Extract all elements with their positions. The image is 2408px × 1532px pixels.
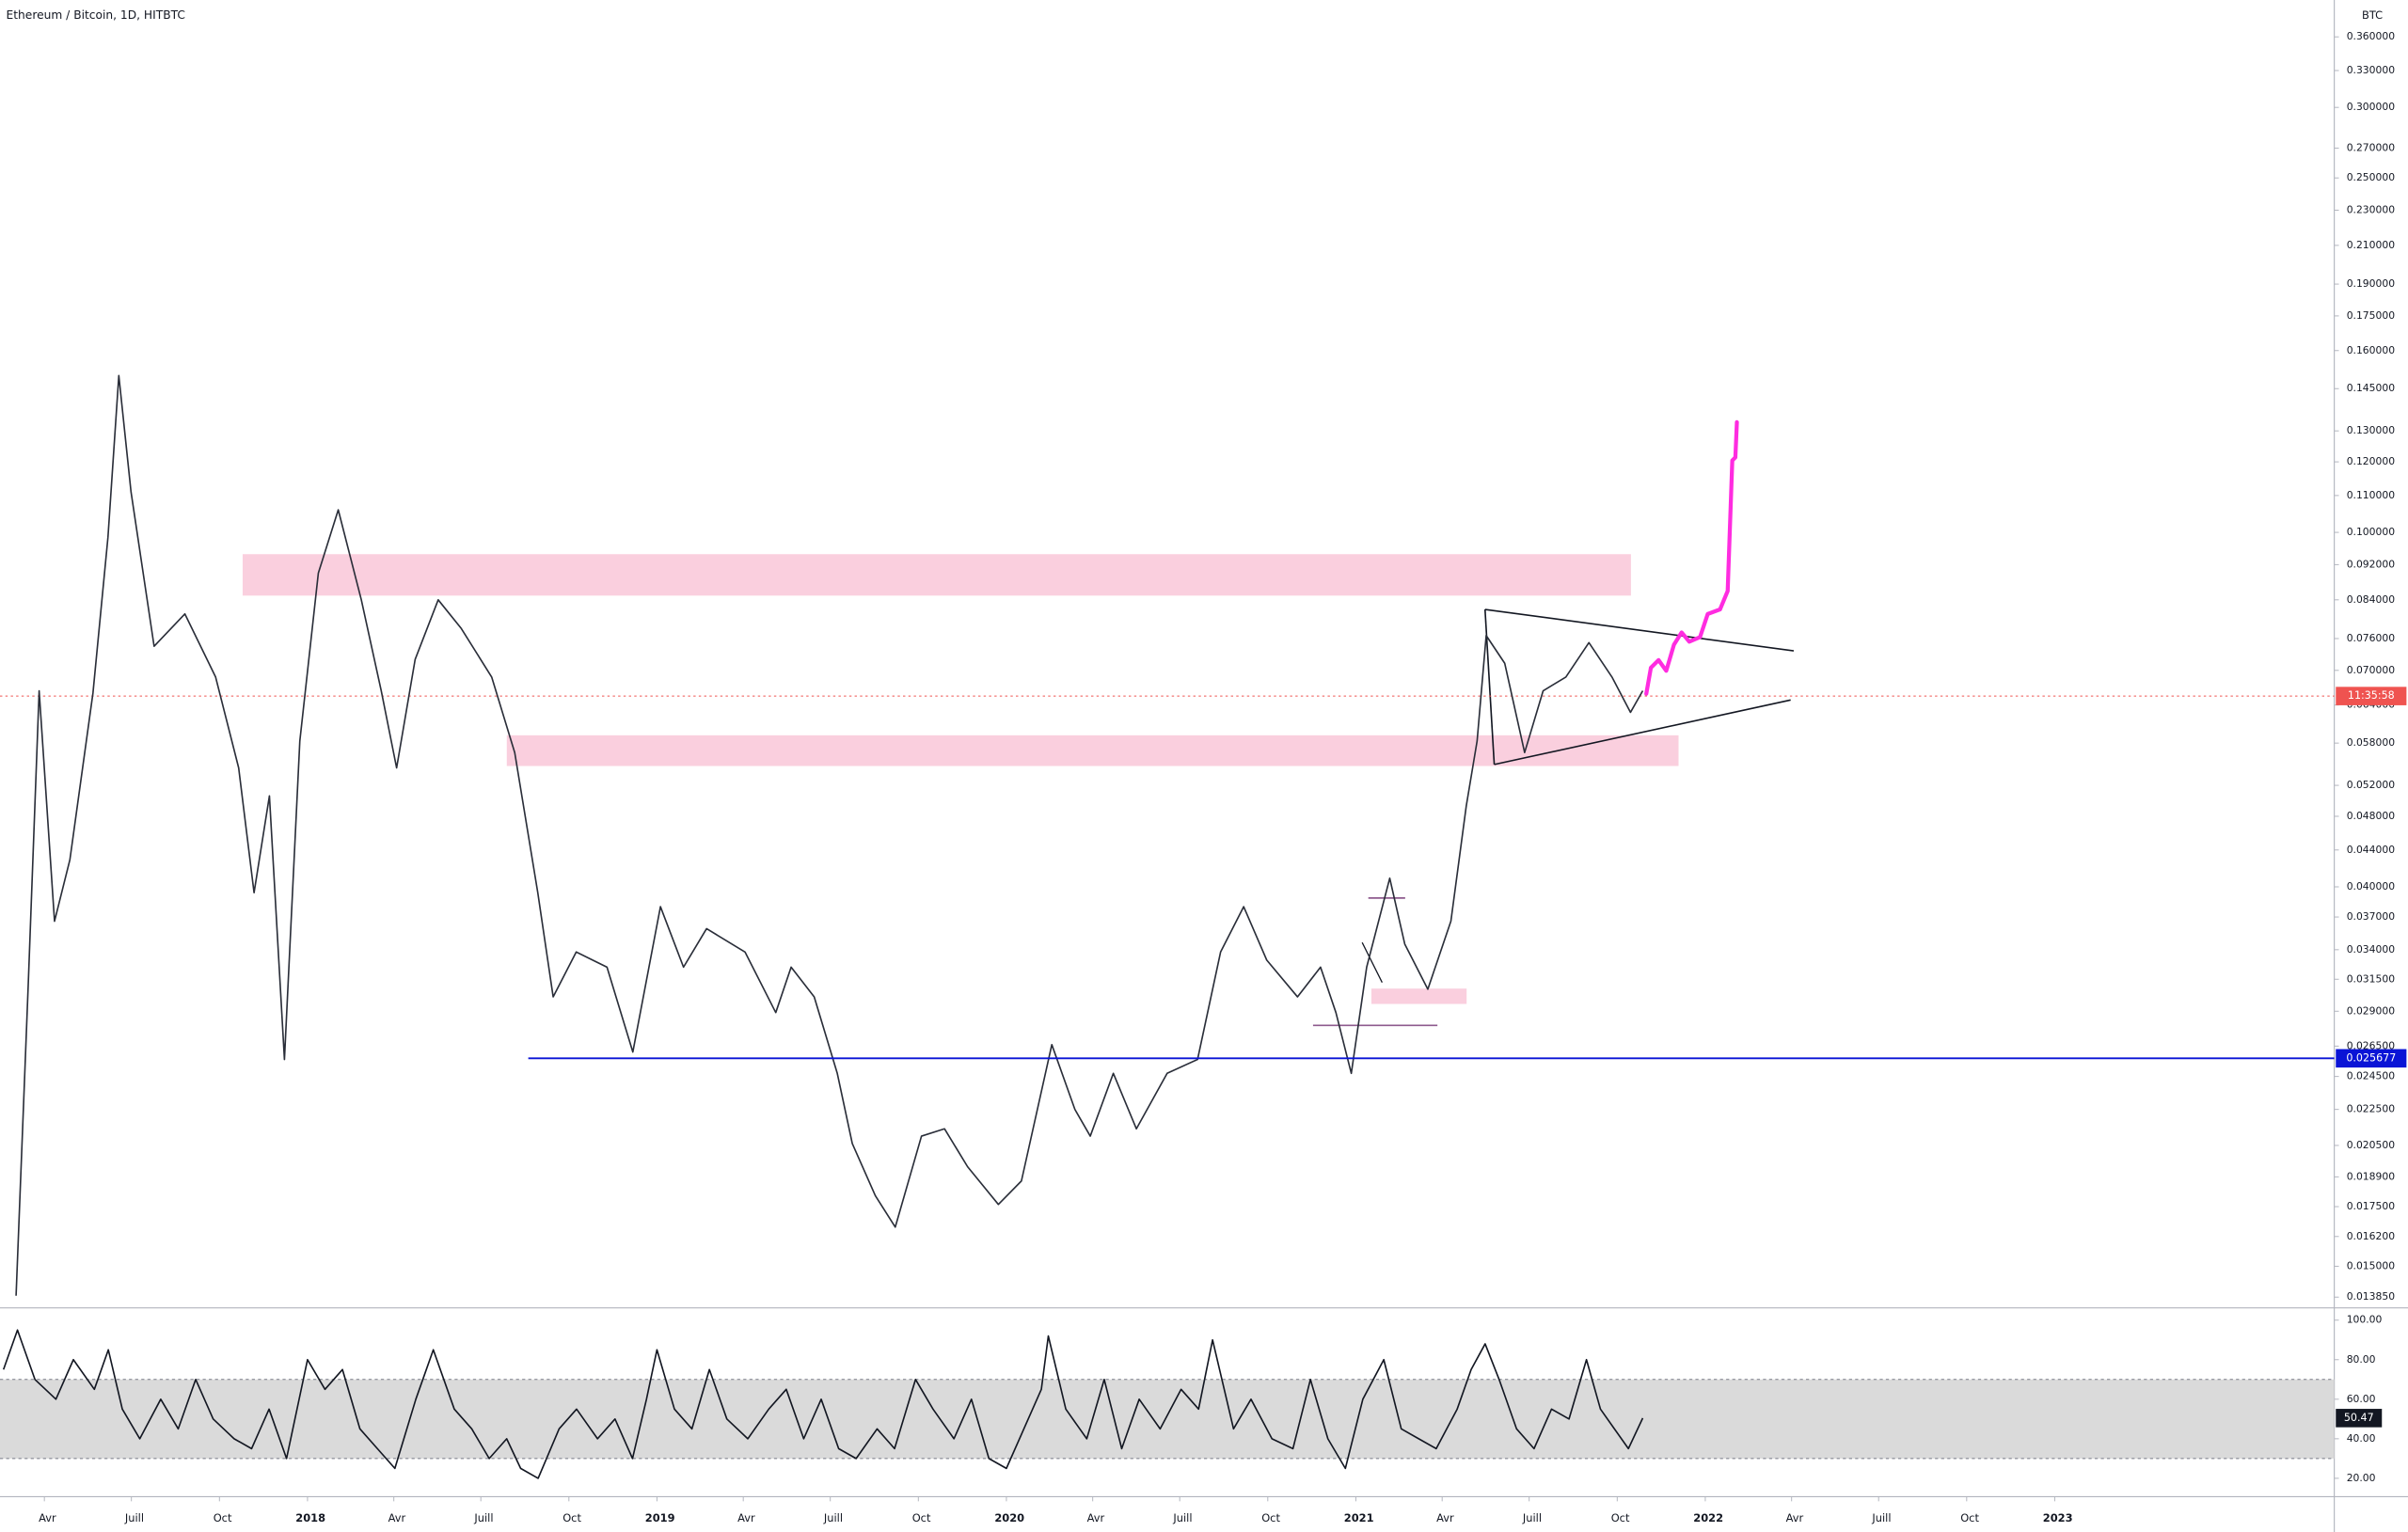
y-tick-label: 0.040000 [2347, 880, 2396, 892]
x-tick-label: Oct [1611, 1511, 1630, 1524]
y-tick-label: 0.270000 [2347, 142, 2396, 154]
x-tick-label: Oct [214, 1511, 232, 1524]
x-tick-label: 2023 [2043, 1511, 2073, 1524]
y-tick-label: 0.360000 [2347, 30, 2396, 42]
x-tick-label: Juill [473, 1511, 493, 1524]
countdown-box [2336, 687, 2407, 705]
y-tick-label: 40.00 [2347, 1432, 2376, 1445]
y-tick-label: 0.013850 [2347, 1290, 2396, 1303]
drawings [242, 419, 1795, 1027]
triangle-upper [1484, 608, 1795, 652]
y-tick-label: 0.084000 [2347, 593, 2396, 606]
y-tick-label: 0.145000 [2347, 382, 2396, 394]
y-tick-label: 0.024500 [2347, 1070, 2396, 1082]
support-label-box [2336, 1049, 2407, 1068]
y-tick-label: 0.018900 [2347, 1170, 2396, 1182]
zone [1370, 988, 1467, 1004]
x-tick-label: Juill [823, 1511, 843, 1524]
y-tick-label: 100.00 [2347, 1314, 2383, 1326]
x-tick-label: Avr [1436, 1511, 1454, 1524]
y-tick-label: 0.044000 [2347, 844, 2396, 856]
x-tick-label: 2022 [1693, 1511, 1723, 1524]
x-tick-label: Oct [1960, 1511, 1979, 1524]
x-tick-label: Juill [1522, 1511, 1542, 1524]
y-tick-label: 0.100000 [2347, 526, 2396, 538]
unit-label: BTC [2362, 8, 2383, 22]
x-tick-label: Juill [1172, 1511, 1192, 1524]
zone [506, 734, 1679, 766]
y-tick-label: 0.130000 [2347, 424, 2396, 436]
y-tick-label: 0.058000 [2347, 736, 2396, 749]
x-tick-label: 2020 [994, 1511, 1024, 1524]
x-tick-label: Avr [737, 1511, 755, 1524]
last-value-label: 50.47 [2344, 1412, 2374, 1424]
series-line [15, 374, 1644, 1296]
projection [1644, 419, 1739, 696]
y-tick-label: 0.015000 [2347, 1259, 2396, 1271]
x-tick-label: Oct [912, 1511, 931, 1524]
last-value-box [2336, 1409, 2383, 1428]
countdown: 11:35:58 [2348, 689, 2395, 702]
series-line [2, 1329, 1644, 1479]
x-tick-label: Juill [124, 1511, 144, 1524]
y-tick-label: 0.230000 [2347, 203, 2396, 215]
y-tick-label: 0.076000 [2347, 632, 2396, 644]
x-tick-label: 2019 [645, 1511, 675, 1524]
y-tick-label: 0.092000 [2347, 558, 2396, 570]
x-tick-label: Avr [1786, 1511, 1804, 1524]
y-tick-label: 60.00 [2347, 1393, 2376, 1405]
support-label: 0.025677 [2346, 1051, 2396, 1064]
x-tick-label: Oct [562, 1511, 581, 1524]
y-tick-label: 0.048000 [2347, 810, 2396, 822]
y-tick-label: 80.00 [2347, 1353, 2376, 1366]
y-tick-label: 0.020500 [2347, 1139, 2396, 1151]
y-tick-label: 0.052000 [2347, 779, 2396, 791]
trend-line [1361, 941, 1383, 983]
y-tick-label: 0.110000 [2347, 489, 2396, 501]
y-tick-label: 20.00 [2347, 1472, 2376, 1484]
rsi-band [0, 1379, 2335, 1459]
y-tick-label: 0.031500 [2347, 972, 2396, 985]
x-tick-label: Avr [388, 1511, 406, 1524]
y-tick-label: 0.017500 [2347, 1200, 2396, 1212]
chart-title: Ethereum / Bitcoin, 1D, HITBTC [7, 8, 185, 22]
y-tick-label: 0.016200 [2347, 1230, 2396, 1242]
x-tick-label: 2018 [295, 1511, 325, 1524]
triangle-lower [1494, 699, 1791, 766]
y-tick-label: 0.175000 [2347, 309, 2396, 322]
x-tick-label: Oct [1261, 1511, 1280, 1524]
x-tick-label: Avr [39, 1511, 56, 1524]
y-tick-label: 0.029000 [2347, 1004, 2396, 1017]
x-tick-label: Juill [1871, 1511, 1891, 1524]
y-tick-label: 0.022500 [2347, 1103, 2396, 1115]
y-tick-label: 0.210000 [2347, 239, 2396, 251]
x-tick-label: Avr [1087, 1511, 1105, 1524]
y-tick-label: 0.160000 [2347, 344, 2396, 356]
y-tick-label: 0.300000 [2347, 101, 2396, 113]
y-tick-label: 0.037000 [2347, 910, 2396, 923]
y-tick-label: 0.330000 [2347, 64, 2396, 76]
y-tick-label: 0.120000 [2347, 455, 2396, 467]
y-tick-label: 0.070000 [2347, 664, 2396, 676]
x-tick-label: 2021 [1344, 1511, 1374, 1524]
y-tick-label: 0.026500 [2347, 1039, 2396, 1051]
zone [242, 554, 1631, 596]
y-tick-label: 0.190000 [2347, 277, 2396, 290]
y-tick-label: 0.034000 [2347, 943, 2396, 956]
y-tick-label: 0.250000 [2347, 171, 2396, 183]
